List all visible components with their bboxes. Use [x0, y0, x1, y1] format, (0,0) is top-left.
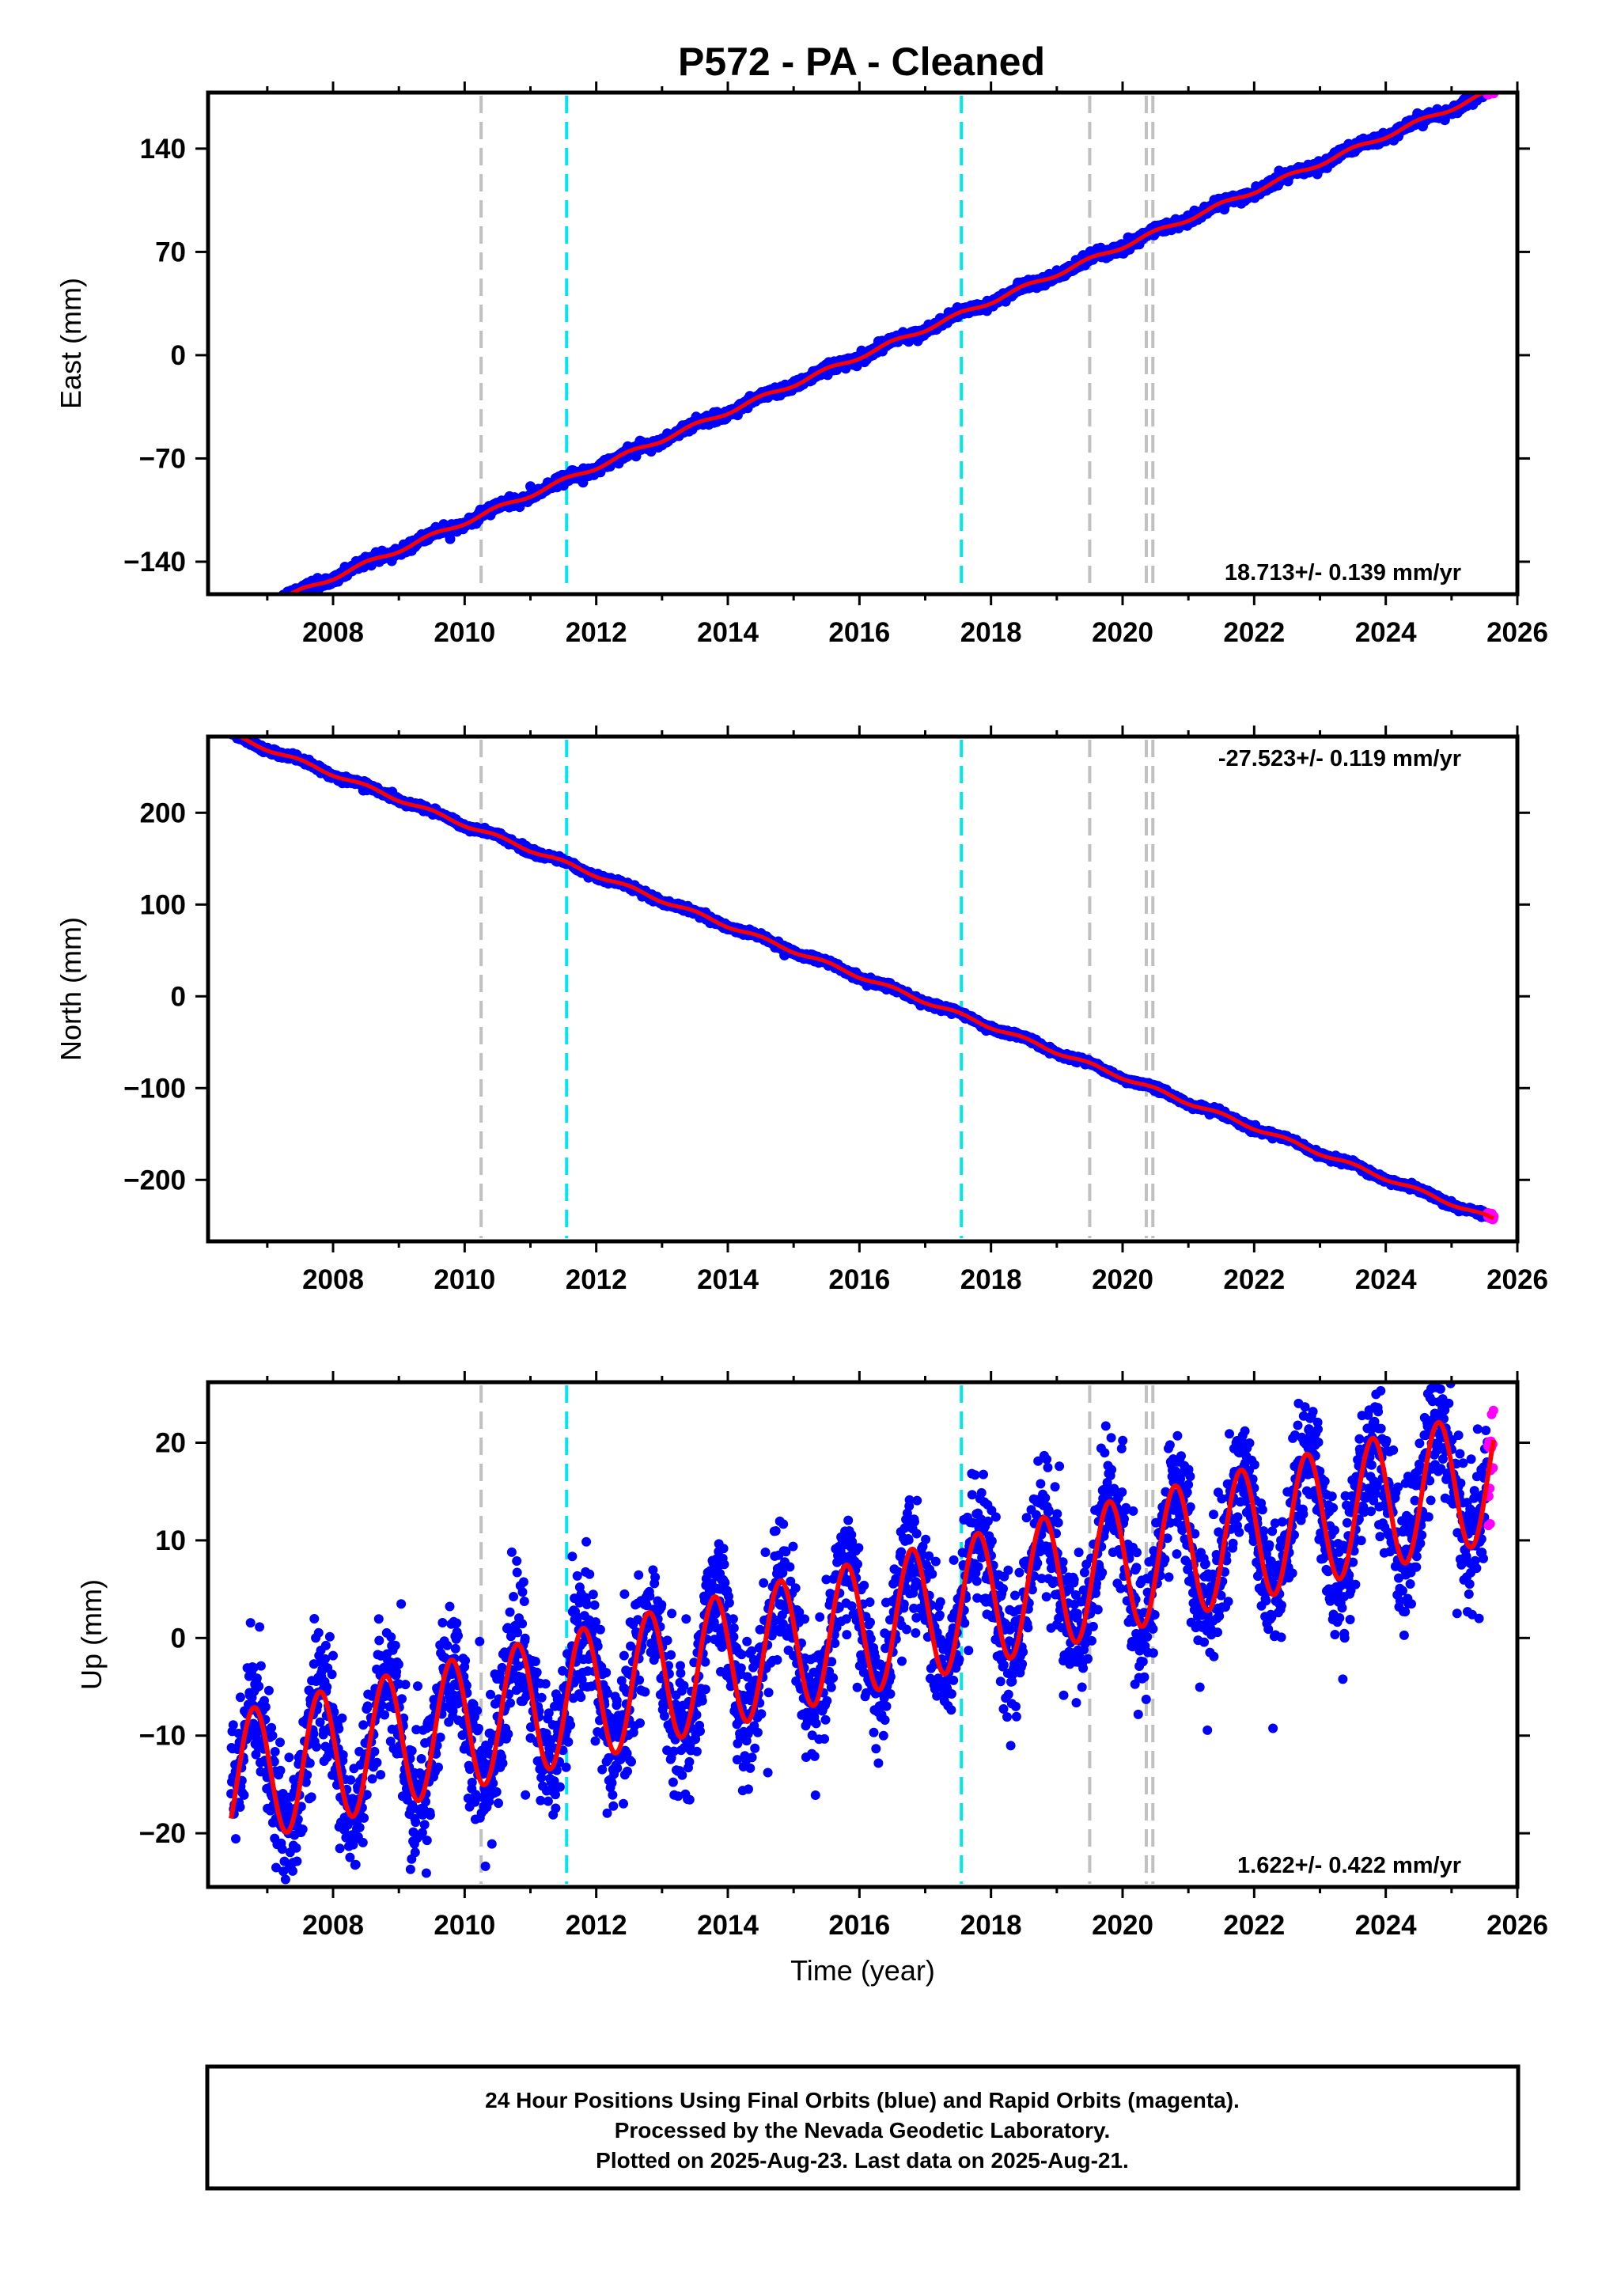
x-tick-label: 2022	[1223, 1264, 1285, 1295]
x-tick-label: 2012	[566, 617, 627, 648]
footer-line-1: 24 Hour Positions Using Final Orbits (bl…	[485, 2088, 1240, 2112]
plot-frame	[208, 737, 1517, 1241]
x-tick-label: 2020	[1092, 1910, 1153, 1941]
x-tick-label: 2016	[828, 1910, 890, 1941]
x-tick-label: 2016	[828, 1264, 890, 1295]
y-tick-label: −20	[139, 1818, 186, 1849]
y-tick-label: −140	[123, 547, 186, 578]
velocity-rate-label: 18.713+/- 0.139 mm/yr	[1225, 560, 1461, 585]
x-tick-label: 2010	[434, 617, 495, 648]
x-tick-label: 2008	[302, 1910, 364, 1941]
y-axis-label: North (mm)	[55, 917, 87, 1061]
data-points-east	[226, 81, 1499, 627]
footer-box: 24 Hour Positions Using Final Orbits (bl…	[207, 2067, 1518, 2188]
x-tick-label: 2010	[434, 1910, 495, 1941]
x-tick-label: 2014	[697, 617, 759, 648]
figure-title: P572 - PA - Cleaned	[678, 40, 1045, 84]
y-tick-label: 140	[140, 134, 186, 165]
footer-line-3: Plotted on 2025-Aug-23. Last data on 202…	[596, 2148, 1129, 2173]
x-tick-label: 2022	[1223, 1910, 1285, 1941]
y-tick-label: −100	[123, 1073, 186, 1104]
x-tick-label: 2012	[566, 1910, 627, 1941]
x-tick-label: 2020	[1092, 1264, 1153, 1295]
x-tick-label: 2020	[1092, 617, 1153, 648]
velocity-rate-label: -27.523+/- 0.119 mm/yr	[1218, 746, 1461, 771]
footer-line-2: Processed by the Nevada Geodetic Laborat…	[615, 2118, 1111, 2143]
panels: 2008 2010 2012 2014 2016 2018 2020 2022 2024 2026…	[55, 81, 1548, 1987]
x-tick-label: 2010	[434, 1264, 495, 1295]
panel-up: 2008 2010 2012 2014 2016 2018 2020 2022 2024 2026…	[75, 1335, 1548, 1987]
y-tick-label: 0	[171, 981, 186, 1012]
panel-east: 2008 2010 2012 2014 2016 2018 2020 2022 2024 2026…	[55, 81, 1548, 648]
x-tick-label: 2018	[960, 617, 1022, 648]
x-tick-label: 2026	[1486, 1910, 1548, 1941]
x-tick-label: 2024	[1355, 1264, 1417, 1295]
x-tick-label: 2008	[302, 617, 364, 648]
y-tick-label: −200	[123, 1165, 186, 1195]
y-tick-label: 200	[140, 798, 186, 828]
y-tick-label: 70	[155, 237, 186, 267]
x-tick-label: 2014	[697, 1264, 759, 1295]
x-tick-label: 2024	[1355, 617, 1417, 648]
y-tick-label: 10	[155, 1525, 186, 1556]
x-tick-label: 2022	[1223, 617, 1285, 648]
rapid-orbit-points	[1483, 81, 1499, 100]
panel-north: 2008 2010 2012 2014 2016 2018 2020 2022 2024 2026…	[55, 726, 1548, 1295]
x-tick-label: 2026	[1486, 1264, 1548, 1295]
x-tick-label: 2018	[960, 1910, 1022, 1941]
y-axis-label: East (mm)	[55, 278, 87, 409]
x-tick-label: 2008	[302, 1264, 364, 1295]
final-orbit-points	[226, 83, 1493, 627]
y-tick-label: 0	[171, 1623, 186, 1654]
velocity-rate-label: 1.622+/- 0.422 mm/yr	[1237, 1853, 1461, 1878]
y-tick-label: 20	[155, 1428, 186, 1459]
y-tick-label: −10	[139, 1721, 186, 1752]
y-axis-label: Up (mm)	[75, 1579, 108, 1690]
y-tick-label: 0	[171, 340, 186, 371]
x-tick-label: 2014	[697, 1910, 759, 1941]
x-tick-label: 2026	[1486, 617, 1548, 648]
x-tick-label: 2018	[960, 1264, 1022, 1295]
y-tick-label: −70	[139, 443, 186, 474]
x-axis-label: Time (year)	[790, 1954, 935, 1987]
x-tick-label: 2016	[828, 617, 890, 648]
x-tick-label: 2012	[566, 1264, 627, 1295]
y-tick-label: 100	[140, 889, 186, 920]
x-tick-label: 2024	[1355, 1910, 1417, 1941]
